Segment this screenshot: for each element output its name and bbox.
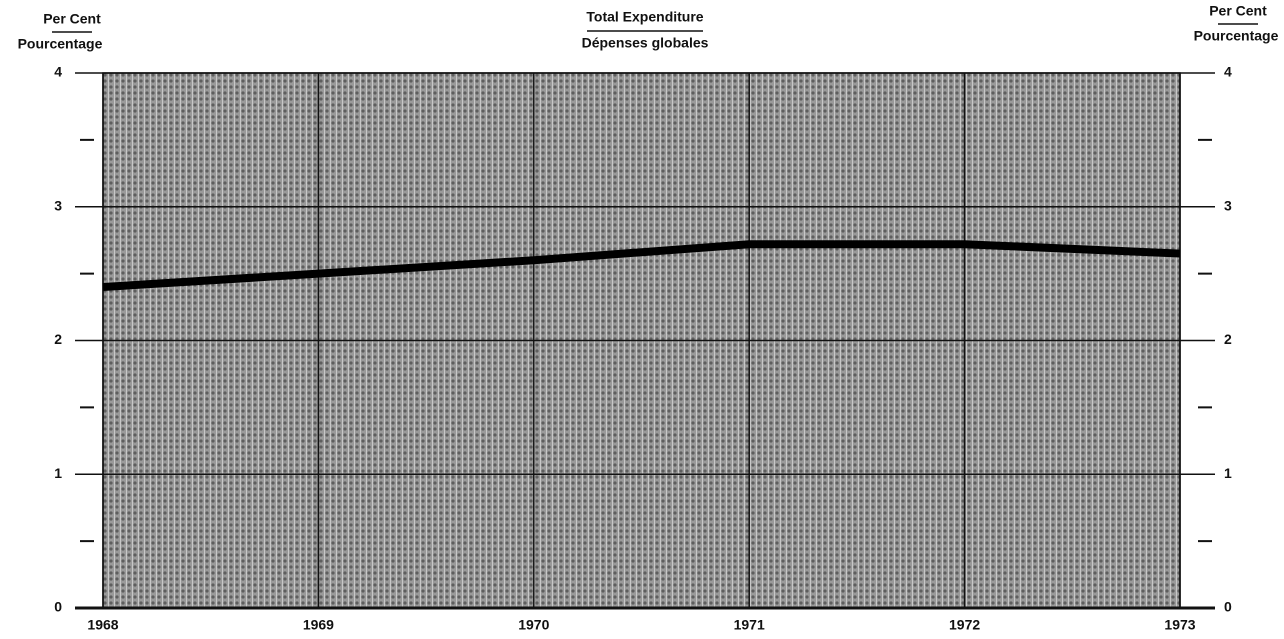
y2-label: Per Cent: [1209, 3, 1267, 19]
x-tick-label: 1969: [303, 617, 334, 633]
x-tick-label: 1970: [518, 617, 549, 633]
y-tick-label: 4: [54, 64, 62, 80]
chart-title: Total Expenditure: [586, 9, 703, 25]
x-tick-label: 1973: [1164, 617, 1195, 633]
x-tick-label: 1971: [734, 617, 765, 633]
data-line: [102, 240, 1181, 291]
x-tick-label: 1968: [87, 617, 118, 633]
y2-tick-label: 4: [1224, 64, 1232, 80]
y2-label-fr: Pourcentage: [1194, 28, 1279, 44]
y2-tick-label: 0: [1224, 599, 1232, 615]
y-label-fr: Pourcentage: [18, 36, 103, 52]
y2-tick-label: 2: [1224, 331, 1232, 347]
y-tick-label: 0: [54, 599, 62, 615]
x-tick-label: 1972: [949, 617, 980, 633]
y2-tick-label: 3: [1224, 197, 1232, 213]
y-tick-label: 3: [54, 197, 62, 213]
y2-tick-label: 1: [1224, 465, 1232, 481]
y-tick-label: 2: [54, 331, 62, 347]
y-label: Per Cent: [43, 11, 101, 27]
y-tick-label: 1: [54, 465, 62, 481]
chart-subtitle: Dépenses globales: [582, 35, 709, 51]
